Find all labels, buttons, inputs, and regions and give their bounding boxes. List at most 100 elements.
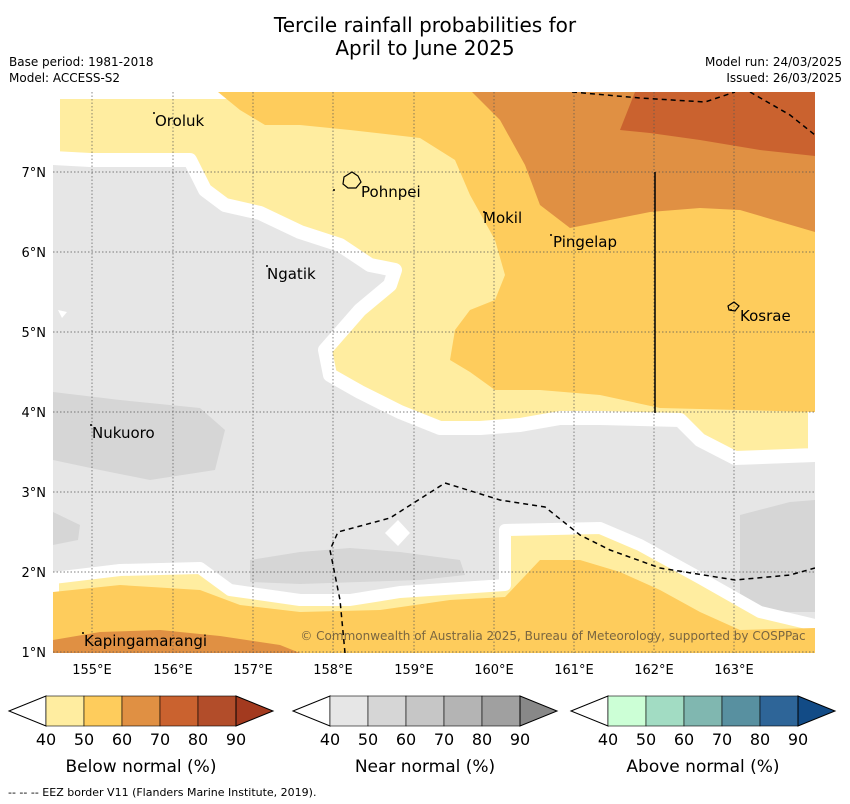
kosrae-island [727, 301, 740, 312]
place-marker [730, 309, 732, 311]
white-patch-diamond [385, 520, 410, 546]
colorbar-legend: 40 50 60 70 80 90 Below normal (%) 40 50 60 70 80 90… [7, 695, 837, 777]
latitude-ticks: 7°N 6°N 5°N 4°N 3°N 2°N 1°N [22, 166, 47, 661]
lat-tick-label: 1°N [22, 646, 47, 661]
lon-tick-label: 163°E [714, 663, 754, 678]
place-marker [153, 112, 155, 114]
lat-tick-label: 5°N [22, 326, 47, 341]
pohnpei-island [342, 171, 362, 189]
colorbar-segment [197, 695, 237, 727]
left-metadata: Base period: 1981-2018 Model: ACCESS-S2 [9, 54, 154, 86]
lon-tick-label: 161°E [554, 663, 594, 678]
colorbar-tick: 80 [750, 730, 770, 749]
colorbar-segment [45, 695, 85, 727]
eez-border-south [329, 482, 815, 653]
colorbar-segment [443, 695, 483, 727]
colorbar-tick: 90 [226, 730, 246, 749]
colorbar-label: Near normal (%) [355, 757, 495, 777]
title-line-2: April to June 2025 [335, 36, 515, 60]
colorbar-segment [759, 695, 799, 727]
place-marker [266, 265, 268, 267]
colorbar-min-triangle [291, 695, 331, 727]
right-metadata: Model run: 24/03/2025 Issued: 26/03/2025 [705, 54, 842, 86]
lon-tick-label: 156°E [153, 663, 193, 678]
colorbar-2: 40 50 60 70 80 90 Above normal (%) [569, 695, 837, 777]
place-marker [333, 189, 335, 191]
colorbar-tick: 90 [788, 730, 808, 749]
colorbar-segment [721, 695, 761, 727]
place-labels: Oroluk Pohnpei Mokil Pingelap Ngatik Kosrae Nu… [82, 112, 791, 650]
colorbar-max-triangle [797, 695, 837, 727]
longitude-ticks: 155°E 156°E 157°E 158°E 159°E 160°E 161°E 162°E… [72, 663, 754, 678]
place-label: Pohnpei [361, 183, 421, 201]
near-normal-50-east [740, 500, 815, 612]
colorbar-tick: 50 [358, 730, 378, 749]
place-marker [550, 234, 552, 236]
colorbar-segment [607, 695, 647, 727]
colorbar-tick: 70 [712, 730, 732, 749]
colorbar-min-triangle [569, 695, 609, 727]
colorbar-tick: 40 [320, 730, 340, 749]
colorbar-max-triangle [235, 695, 275, 727]
near-normal-50-south [250, 548, 465, 584]
below-normal-60-south [53, 630, 300, 653]
colorbar-segment [645, 695, 685, 727]
place-label: Ngatik [267, 265, 316, 283]
colorbar-tick: 40 [36, 730, 56, 749]
colorbar-tick: 60 [112, 730, 132, 749]
near-normal-50-west [53, 392, 225, 480]
place-label: Nukuoro [92, 424, 155, 442]
colorbar-tick: 90 [510, 730, 530, 749]
colorbar-tick: 40 [598, 730, 618, 749]
model-name: Model: ACCESS-S2 [9, 71, 121, 85]
lat-tick-label: 7°N [22, 166, 47, 181]
colorbar-tick: 50 [636, 730, 656, 749]
place-marker [483, 211, 485, 213]
lon-tick-label: 162°E [634, 663, 674, 678]
colorbar-label: Below normal (%) [66, 757, 217, 777]
colorbar-segment [83, 695, 123, 727]
eez-border-north [571, 92, 815, 136]
copyright-text: © Commonwealth of Australia 2025, Bureau… [300, 629, 805, 643]
colorbar-tick: 70 [434, 730, 454, 749]
title-line-1: Tercile rainfall probabilities for [273, 13, 577, 37]
model-run: Model run: 24/03/2025 [704, 55, 842, 69]
colorbar-0: 40 50 60 70 80 90 Below normal (%) [7, 695, 275, 777]
lon-tick-label: 157°E [233, 663, 273, 678]
place-label: Kapingamarangi [84, 632, 207, 650]
lat-tick-label: 3°N [22, 486, 47, 501]
lat-tick-label: 6°N [22, 246, 47, 261]
place-marker [82, 632, 84, 634]
lon-tick-label: 158°E [313, 663, 353, 678]
eez-note: -- -- -- EEZ border V11 (Flanders Marine… [8, 786, 317, 799]
near-normal-50-southwest [53, 512, 80, 545]
colorbar-segment [367, 695, 407, 727]
colorbar-tick: 60 [396, 730, 416, 749]
colorbar-tick: 80 [472, 730, 492, 749]
colorbar-tick: 70 [150, 730, 170, 749]
colorbar-1: 40 50 60 70 80 90 Near normal (%) [291, 695, 559, 777]
colorbar-segment [159, 695, 199, 727]
place-marker [90, 424, 92, 426]
place-label: Mokil [483, 209, 522, 227]
colorbar-segment [329, 695, 369, 727]
below-normal-50-south [53, 560, 815, 653]
place-label: Oroluk [155, 112, 204, 130]
colorbar-tick: 50 [74, 730, 94, 749]
place-label: Kosrae [740, 307, 791, 325]
place-label: Pingelap [553, 233, 617, 251]
colorbar-segment [481, 695, 521, 727]
colorbar-tick: 60 [674, 730, 694, 749]
lat-tick-label: 4°N [22, 406, 47, 421]
lat-tick-label: 2°N [22, 566, 47, 581]
colorbar-label: Above normal (%) [626, 757, 779, 777]
colorbar-max-triangle [519, 695, 559, 727]
lon-tick-label: 160°E [474, 663, 514, 678]
white-patch-west [58, 310, 67, 318]
probability-field [53, 92, 815, 653]
colorbar-segment [405, 695, 445, 727]
lon-tick-label: 155°E [72, 663, 112, 678]
base-period: Base period: 1981-2018 [9, 55, 154, 69]
colorbar-min-triangle [7, 695, 47, 727]
